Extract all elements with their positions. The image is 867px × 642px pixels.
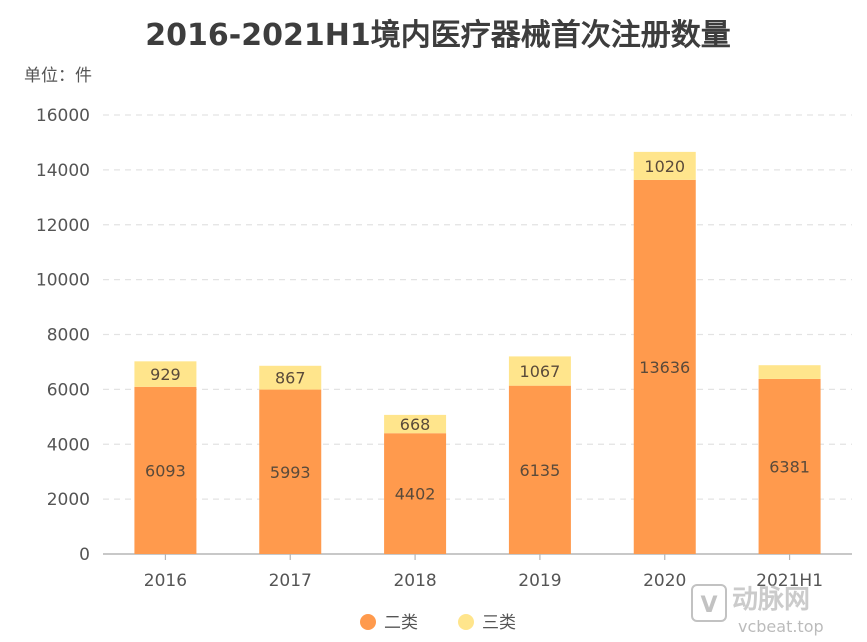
legend-swatch-class3 (458, 614, 474, 630)
legend-label: 二类 (384, 613, 418, 633)
bars: 6093 929 5993 867 4402 668 6135 1067 13636 1020 63… (134, 151, 821, 554)
bar-value-label: 13636 (639, 358, 690, 377)
y-tick-label: 4000 (47, 435, 90, 455)
bar-value-label: 1067 (520, 362, 561, 381)
y-tick-label: 16000 (36, 106, 90, 126)
legend: 二类 三类 (360, 613, 516, 633)
watermark-logo-text: 动脉网 (732, 585, 810, 615)
bar-class2-2020 (633, 179, 696, 554)
y-axis-ticks: 0 2000 4000 6000 8000 10000 12000 14000 16000 (36, 106, 90, 565)
x-tick-label: 2016 (144, 571, 187, 591)
bar-class2-2016 (134, 386, 197, 554)
y-tick-label: 10000 (36, 271, 90, 291)
y-tick-label: 8000 (47, 326, 90, 346)
bar-class3-2021H1 (758, 365, 821, 379)
x-tick-label: 2021H1 (756, 571, 823, 591)
bar-value-label: 6093 (145, 461, 186, 480)
bar-class3-2020 (633, 151, 696, 180)
bar-class2-2021H1 (758, 378, 821, 554)
bar-class3-2016 (134, 361, 197, 387)
watermark-url: vcbeat.top (738, 617, 824, 636)
gridlines (103, 114, 852, 555)
watermark-logo-letter: V (700, 593, 717, 618)
x-tick-label: 2020 (643, 571, 686, 591)
bar-value-label: 929 (150, 365, 181, 384)
bar-class2-2019 (508, 385, 571, 554)
y-tick-label: 12000 (36, 216, 90, 236)
bar-class3-2018 (384, 414, 447, 434)
bar-class2-2018 (384, 433, 447, 554)
bar-class2-2017 (259, 389, 322, 554)
bar-value-label: 1020 (644, 157, 685, 176)
bar-value-label: 5993 (270, 463, 311, 482)
bar-class3-2017 (259, 365, 322, 390)
y-tick-label: 0 (79, 545, 90, 565)
watermark: V 动脉网 vcbeat.top (691, 584, 824, 636)
x-tick-label: 2019 (518, 571, 561, 591)
legend-label: 三类 (482, 613, 516, 633)
y-tick-label: 2000 (47, 490, 90, 510)
bar-value-label: 6135 (520, 461, 561, 480)
y-tick-label: 14000 (36, 161, 90, 181)
watermark-logo-icon (691, 584, 727, 622)
x-tick-label: 2018 (393, 571, 436, 591)
chart-title: 2016-2021H1境内医疗器械首次注册数量 (145, 18, 730, 53)
unit-label: 单位：件 (24, 66, 92, 86)
x-tick-label: 2017 (269, 571, 312, 591)
x-axis-ticks: 2016 2017 2018 2019 2020 2021H1 (144, 554, 823, 591)
bar-value-label: 668 (400, 415, 431, 434)
bar-value-label: 4402 (395, 485, 436, 504)
y-tick-label: 6000 (47, 380, 90, 400)
bar-class3-2019 (508, 356, 571, 386)
bar-value-label: 867 (275, 369, 306, 388)
bar-value-label: 6381 (769, 457, 810, 476)
legend-swatch-class2 (360, 614, 376, 630)
